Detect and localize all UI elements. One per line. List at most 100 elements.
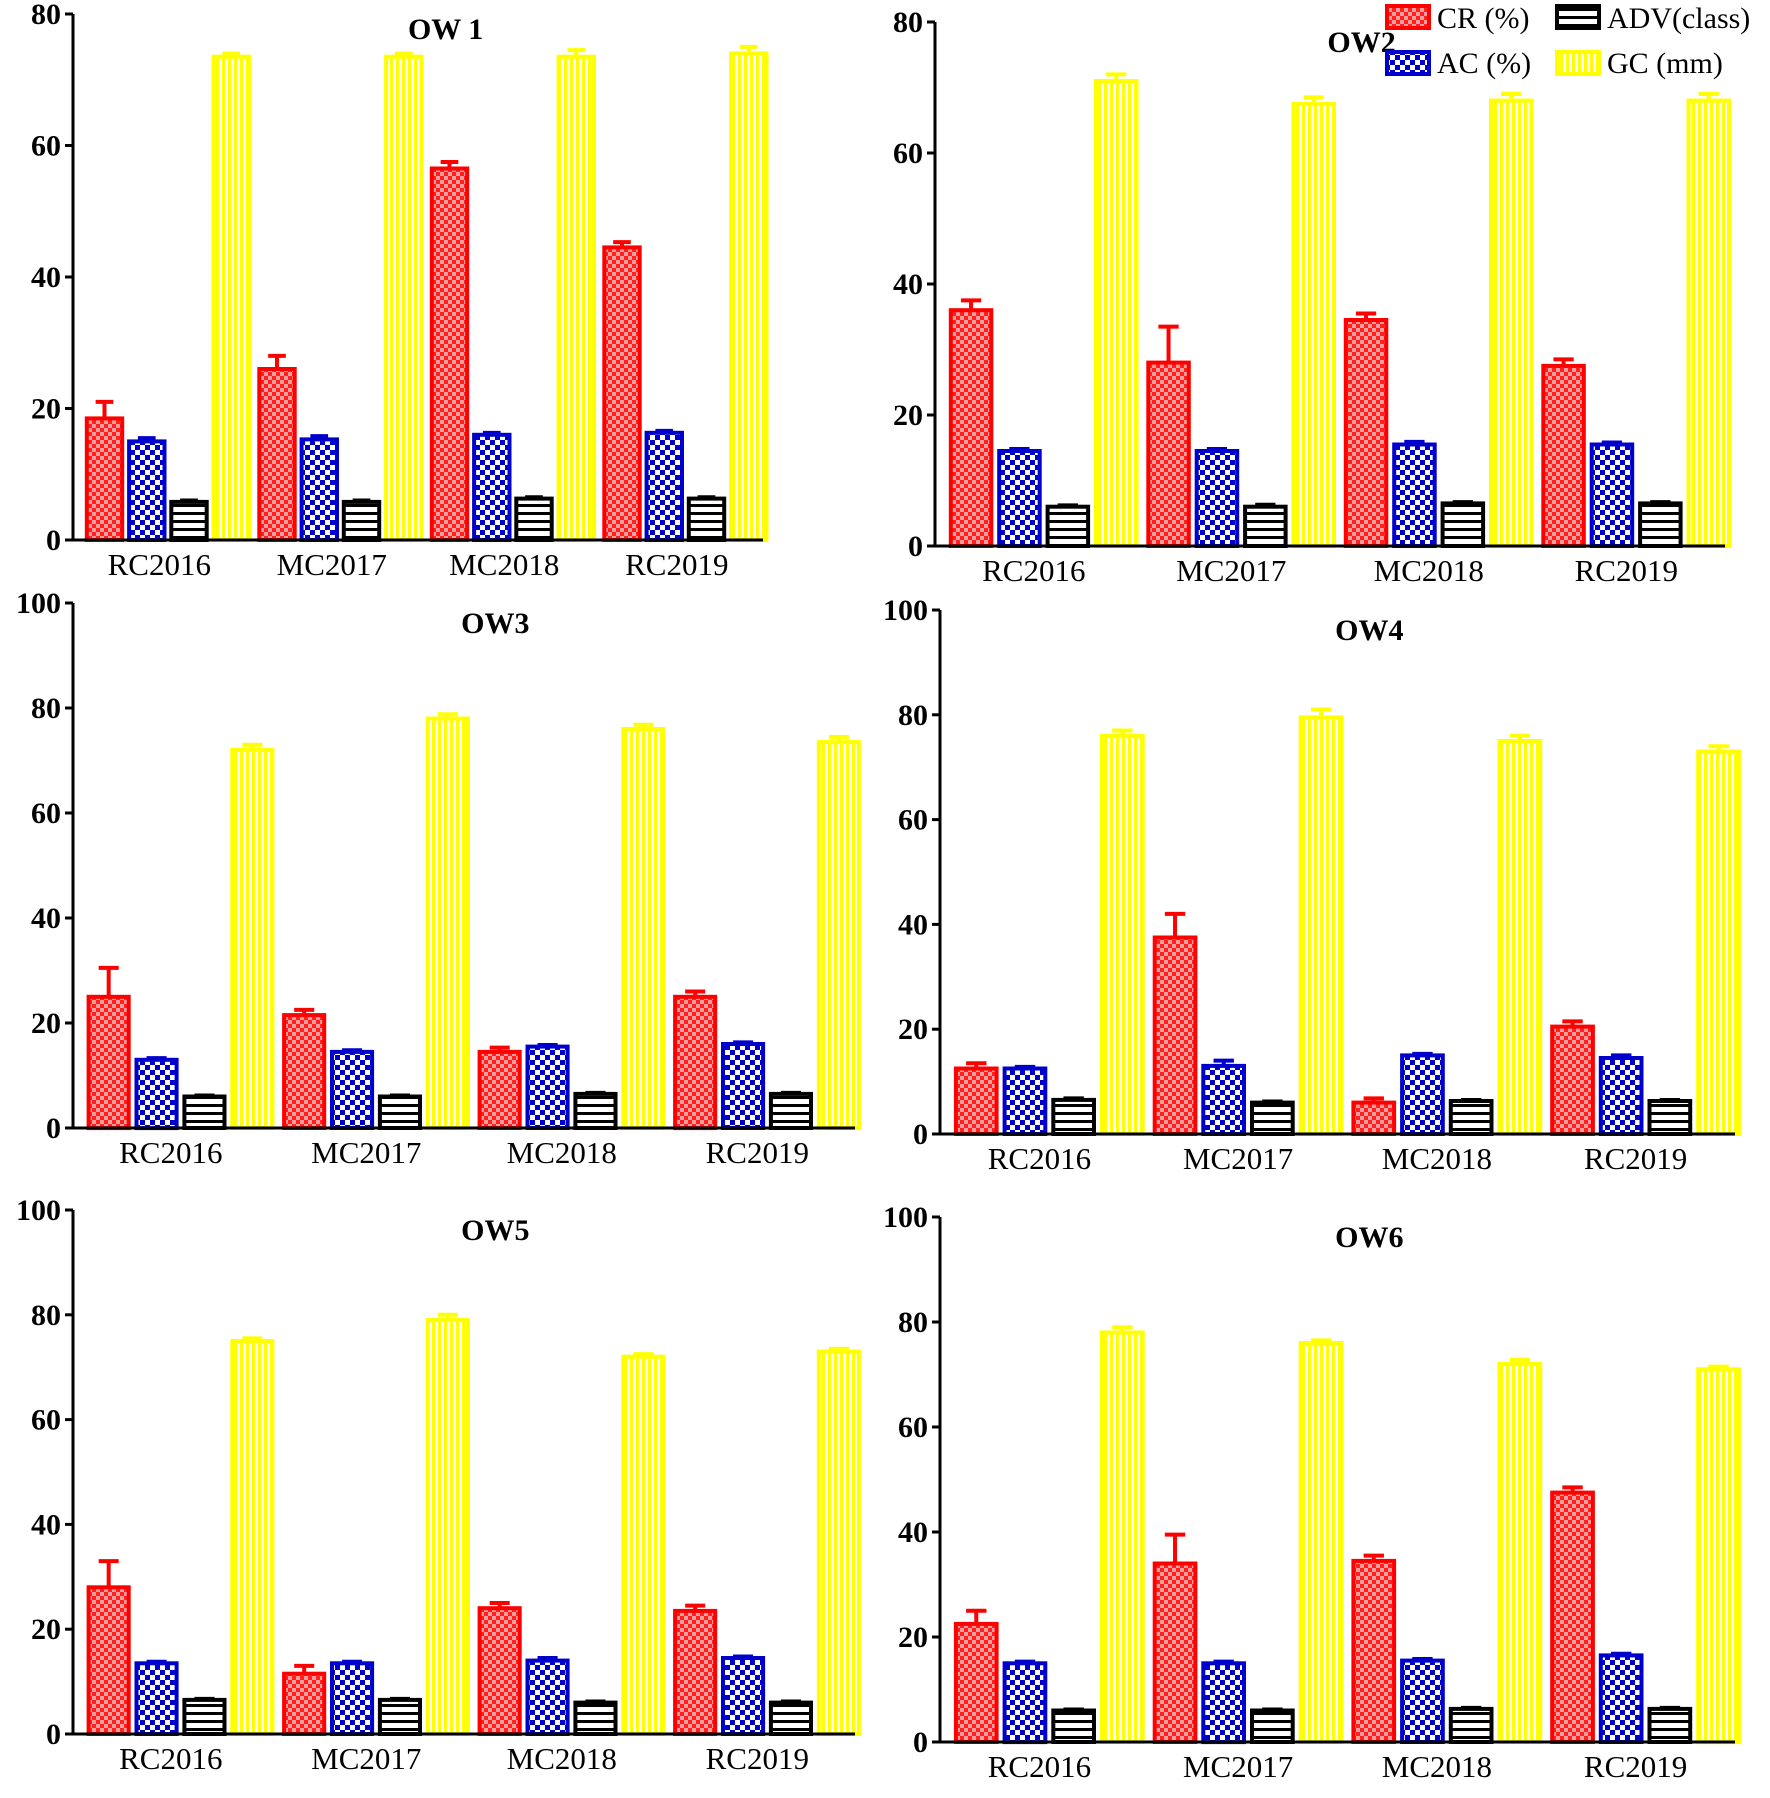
bar-gc-mm--rc2019	[816, 740, 861, 1130]
bar-cr--mc2018	[477, 1049, 522, 1131]
y-tick-label: 20	[31, 1613, 61, 1646]
bar-adv-class--mc2018	[573, 1091, 618, 1131]
bar-cr--mc2017	[282, 1671, 327, 1736]
y-tick-label: 0	[46, 1718, 61, 1751]
category-label: RC2019	[706, 1135, 809, 1170]
bar-adv-class--mc2017	[341, 499, 382, 542]
bar-adv-class--rc2019	[1647, 1099, 1693, 1136]
bar-gc-mm--mc2018	[1497, 1362, 1543, 1744]
bar-adv-class--rc2019	[686, 496, 727, 543]
bar-cr--mc2018	[1343, 318, 1389, 548]
bar-adv-class--mc2017	[1243, 504, 1288, 549]
bar-ac--mc2018	[525, 1044, 570, 1130]
panel-5: RC2016 MC2017 MC2018 RC2019 0 20 40 60 80 100 OW5	[16, 1194, 861, 1776]
y-tick-label: 60	[898, 1411, 928, 1444]
y-tick-label: 40	[31, 261, 61, 294]
bar-ac--rc2019	[721, 1042, 766, 1130]
bar-ac--mc2018	[1400, 1658, 1445, 1744]
panel-title: OW6	[1335, 1221, 1403, 1254]
legend-swatch-cr	[1385, 4, 1431, 30]
bar-gc-mm--rc2019	[1696, 1367, 1741, 1745]
bar-adv-class--rc2019	[1638, 501, 1683, 548]
category-label: RC2016	[988, 1141, 1091, 1176]
bar-cr--mc2017	[1152, 1561, 1198, 1744]
bar-cr--rc2019	[1550, 1490, 1595, 1744]
panel-title: OW 1	[408, 13, 483, 46]
category-label: MC2018	[507, 1741, 617, 1776]
bar-gc-mm--rc2016	[230, 1339, 275, 1736]
bar-ac--rc2019	[1598, 1653, 1644, 1745]
y-tick-label: 80	[31, 0, 61, 31]
legend-swatch-ac	[1385, 50, 1431, 76]
bar-gc-mm--rc2016	[1094, 79, 1139, 548]
bar-cr--rc2016	[953, 1621, 999, 1745]
bar-gc-mm--rc2016	[1100, 1330, 1145, 1744]
bar-gc-mm--mc2018	[621, 1354, 666, 1736]
bar-gc-mm--rc2016	[211, 54, 252, 542]
legend: CR (%) AC (%) ADV(class) GC (mm)	[1385, 2, 1750, 80]
y-tick-label: 100	[883, 1201, 928, 1234]
y-tick-label: 60	[893, 137, 923, 170]
bar-adv-class--mc2018	[1440, 501, 1486, 548]
bar-cr--mc2018	[1351, 1100, 1397, 1136]
bar-ac--mc2018	[1392, 442, 1437, 548]
panel-title: OW2	[1327, 26, 1395, 59]
legend-swatch-gc	[1555, 50, 1601, 76]
bar-ac--rc2016	[127, 439, 167, 542]
bar-ac--rc2016	[1002, 1661, 1048, 1745]
category-label: RC2016	[119, 1135, 222, 1170]
bar-ac--rc2019	[644, 430, 684, 542]
category-label: MC2017	[311, 1135, 421, 1170]
bar-cr--mc2017	[1152, 935, 1198, 1136]
legend-label-cr: CR (%)	[1437, 2, 1530, 35]
bar-adv-class--rc2016	[1051, 1708, 1097, 1744]
category-label: MC2017	[1183, 1749, 1293, 1784]
y-tick-label: 80	[898, 699, 928, 732]
bar-gc-mm--rc2019	[729, 51, 769, 543]
bar-adv-class--mc2018	[514, 496, 554, 543]
category-label: RC2016	[988, 1749, 1091, 1784]
bar-cr--mc2017	[282, 1013, 327, 1130]
bar-cr--rc2016	[86, 994, 131, 1131]
category-label: MC2018	[1382, 1141, 1492, 1176]
panel-6: RC2016 MC2017 MC2018 RC2019 0 20 40 60 80 100 OW6	[883, 1201, 1741, 1784]
bar-adv-class--mc2018	[1448, 1099, 1494, 1136]
bar-cr--mc2018	[1351, 1558, 1397, 1745]
bar-adv-class--mc2018	[1448, 1706, 1494, 1745]
bar-gc-mm--mc2017	[384, 54, 424, 542]
bar-adv-class--rc2016	[1051, 1097, 1097, 1137]
y-tick-label: 20	[31, 1007, 61, 1040]
category-label: MC2017	[311, 1741, 421, 1776]
bar-gc-mm--mc2017	[1298, 1341, 1344, 1744]
bar-ac--mc2017	[299, 437, 340, 542]
bar-ac--rc2019	[1589, 442, 1635, 548]
category-label: MC2018	[1374, 553, 1484, 588]
bar-cr--rc2016	[953, 1066, 999, 1136]
bar-cr--rc2016	[948, 308, 994, 549]
bar-ac--rc2016	[134, 1057, 179, 1131]
bar-gc-mm--mc2017	[1298, 715, 1344, 1137]
bar-ac--rc2016	[1002, 1066, 1048, 1136]
category-label: RC2016	[982, 553, 1085, 588]
bar-ac--rc2019	[721, 1656, 766, 1736]
category-label: RC2019	[706, 1741, 809, 1776]
category-label: MC2017	[1183, 1141, 1293, 1176]
category-label: RC2019	[1575, 553, 1678, 588]
bar-ac--mc2017	[330, 1661, 375, 1737]
bar-gc-mm--mc2018	[1497, 739, 1543, 1136]
category-label: RC2016	[108, 547, 211, 582]
legend-swatch-adv	[1555, 4, 1601, 30]
bar-ac--rc2016	[134, 1661, 179, 1737]
panel-title: OW3	[461, 607, 529, 640]
y-tick-label: 40	[898, 1516, 928, 1549]
y-tick-label: 0	[913, 1726, 928, 1759]
bar-ac--rc2019	[1598, 1056, 1644, 1136]
bar-gc-mm--rc2016	[230, 748, 275, 1130]
bar-cr--rc2019	[1541, 363, 1586, 548]
y-tick-label: 20	[898, 1013, 928, 1046]
bar-cr--mc2018	[477, 1606, 522, 1736]
bar-ac--mc2017	[1201, 1661, 1247, 1745]
bar-cr--rc2016	[84, 416, 125, 542]
y-tick-label: 20	[898, 1621, 928, 1654]
panel-title: OW5	[461, 1214, 529, 1247]
